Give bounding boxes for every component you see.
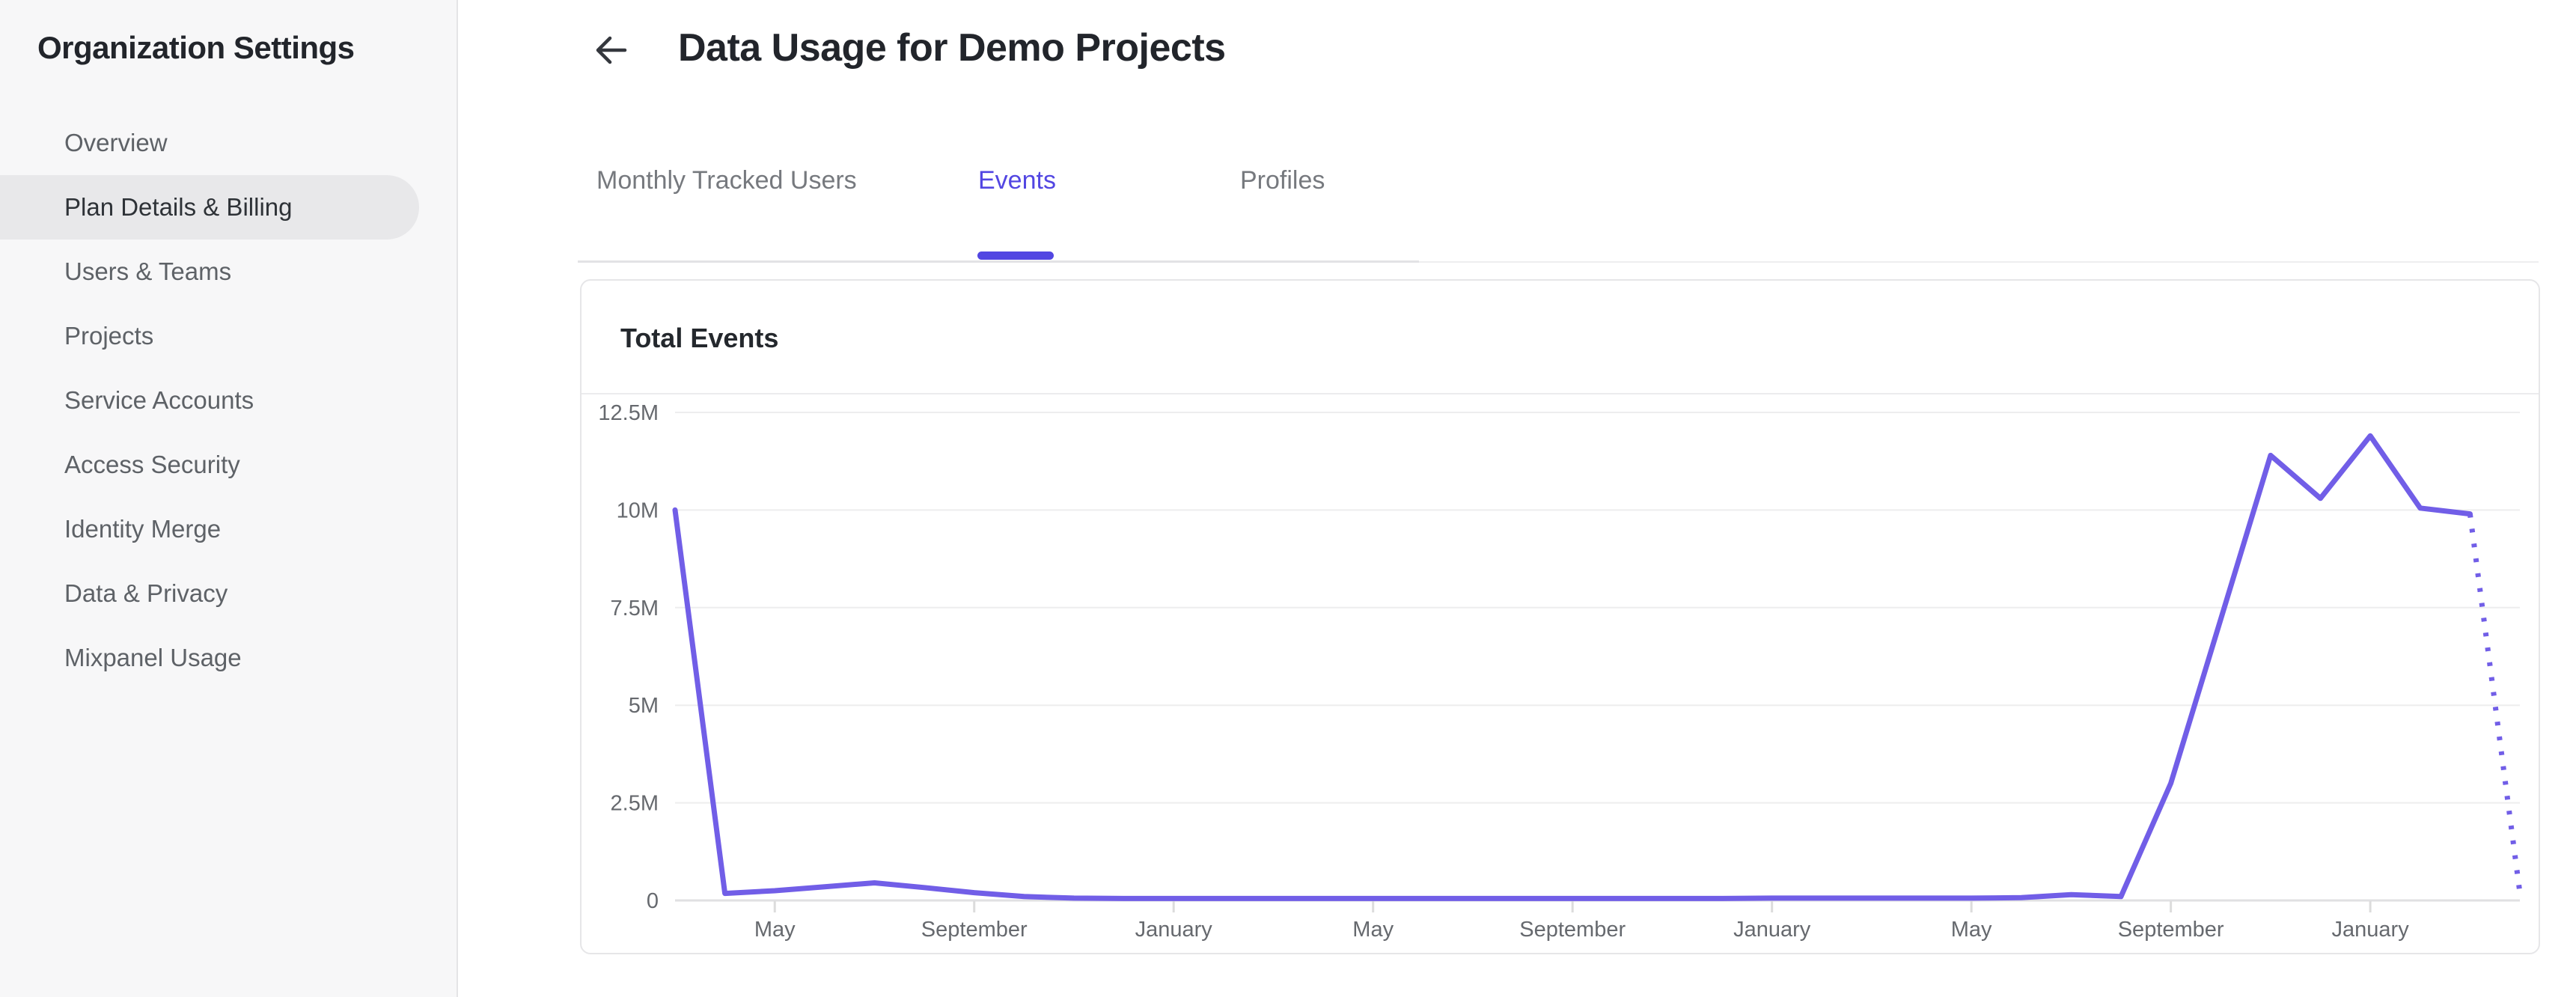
sidebar: Organization Settings Overview Plan Detai… (0, 0, 458, 997)
y-axis-label-5M: 5M (629, 694, 659, 718)
sidebar-item-users-teams[interactable]: Users & Teams (64, 257, 232, 285)
sidebar-item-mixpanel-usage[interactable]: Mixpanel Usage (64, 644, 242, 671)
y-axis-label-2.5M: 2.5M (611, 792, 659, 816)
x-axis-label-september: September (2118, 918, 2224, 942)
total-events-card: Total Events 0 2.5M 5M 7.5M 10M 12.5M May Septe… (580, 279, 2540, 954)
card-title: Total Events (620, 323, 779, 353)
tab-monthly-tracked-users[interactable]: Monthly Tracked Users (596, 166, 857, 195)
back-button[interactable] (590, 28, 633, 72)
tabbar-divider (578, 261, 2539, 263)
page-title: Data Usage for Demo Projects (678, 26, 1226, 70)
sidebar-nav: Overview Plan Details & Billing Users & Te… (0, 111, 457, 690)
x-axis-label-september: September (921, 918, 1028, 942)
y-axis-label-0: 0 (647, 889, 659, 913)
x-axis-label-may: May (1352, 918, 1394, 942)
y-axis-label-10M: 10M (617, 498, 659, 522)
sidebar-item-data-privacy[interactable]: Data & Privacy (64, 579, 228, 607)
x-axis-label-may: May (1951, 918, 1992, 942)
events-projected-dotted-line (2467, 513, 2523, 894)
y-axis-label-7.5M: 7.5M (611, 597, 659, 621)
card-header-divider (582, 393, 2539, 394)
x-axis-label-january: January (2332, 918, 2410, 942)
tab-profiles[interactable]: Profiles (1240, 166, 1325, 195)
tabbar-border (578, 260, 1419, 263)
x-axis-label-september: September (1519, 918, 1626, 942)
sidebar-item-identity-merge[interactable]: Identity Merge (64, 515, 222, 543)
left-arrow-icon (596, 36, 627, 64)
tab-events[interactable]: Events (978, 166, 1056, 195)
sidebar-item-service-accounts[interactable]: Service Accounts (64, 386, 254, 414)
y-axis-label-12.5M: 12.5M (598, 401, 659, 425)
x-axis-label-may: May (754, 918, 796, 942)
sidebar-item-overview[interactable]: Overview (64, 129, 168, 156)
events-series-line (672, 433, 2473, 901)
sidebar-item-projects[interactable]: Projects (64, 322, 154, 350)
active-tab-underline (977, 251, 1054, 260)
sidebar-item-plan-details-billing[interactable]: Plan Details & Billing (0, 175, 419, 240)
x-axis-label-january: January (1135, 918, 1213, 942)
x-axis-label-january: January (1733, 918, 1811, 942)
total-events-line-chart: 0 2.5M 5M 7.5M 10M 12.5M May September January Ma… (598, 401, 2523, 942)
sidebar-title: Organization Settings (37, 30, 355, 65)
sidebar-item-access-security[interactable]: Access Security (64, 451, 240, 478)
